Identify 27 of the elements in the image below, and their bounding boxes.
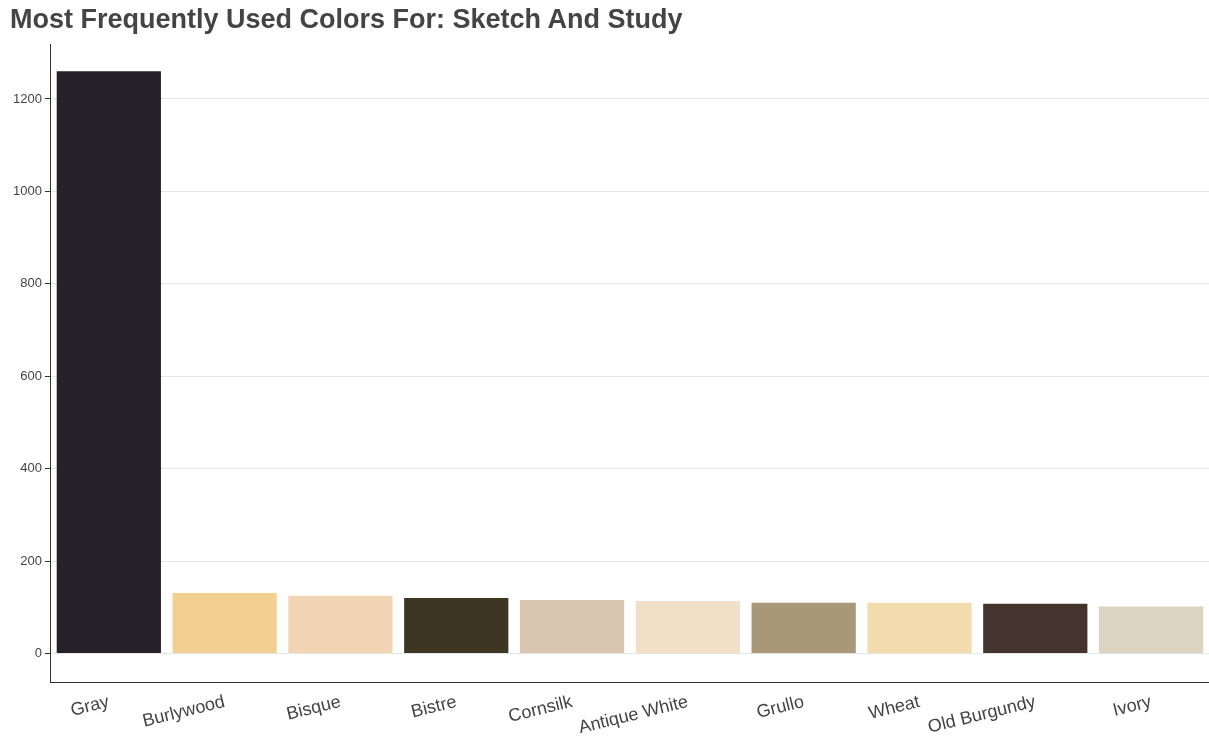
y-tick-label: 200 (20, 552, 42, 568)
x-tick-label: Grullo (754, 691, 806, 722)
y-tick-label: 1000 (13, 182, 42, 198)
x-tick-label: Gray (68, 691, 111, 720)
x-tick-label: Bisque (284, 691, 343, 724)
x-tick-label: Wheat (866, 691, 922, 723)
x-tick-label: Old Burgundy (925, 691, 1038, 737)
y-tick-label: 800 (20, 275, 42, 291)
y-tick-label: 0 (34, 645, 42, 661)
bar (404, 598, 509, 654)
x-tick-label: Cornsilk (506, 690, 576, 726)
chart-title: Most Frequently Used Colors For: Sketch And Study (10, 3, 683, 34)
y-tick-label: 400 (20, 460, 42, 476)
bar (56, 71, 161, 654)
x-tick-label: Bistre (408, 691, 459, 722)
bar (288, 595, 393, 654)
bar (1098, 606, 1204, 654)
x-tick-label: Antique White (576, 691, 691, 738)
bar (867, 602, 972, 654)
bar (519, 599, 625, 654)
bar (172, 593, 277, 654)
y-tick-label: 1200 (13, 90, 42, 106)
bar (635, 600, 740, 654)
y-tick-label: 600 (20, 367, 42, 383)
bar (751, 602, 856, 654)
x-tick-label: Ivory (1110, 691, 1154, 720)
bar (983, 603, 1088, 654)
